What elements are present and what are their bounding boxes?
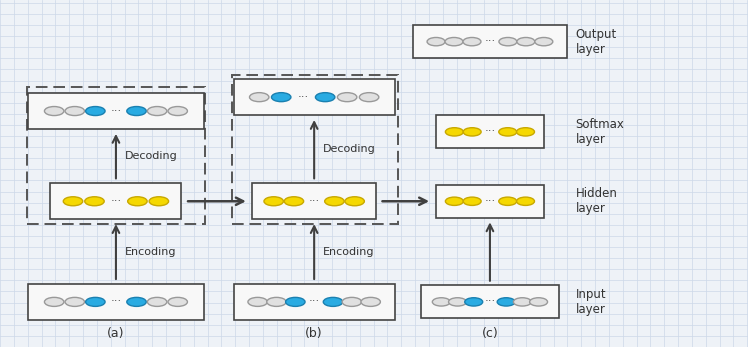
- Circle shape: [513, 298, 531, 306]
- Text: (a): (a): [107, 327, 125, 340]
- Bar: [435, 115, 545, 149]
- Circle shape: [517, 128, 535, 136]
- Circle shape: [499, 37, 517, 46]
- Text: Hidden
layer: Hidden layer: [576, 187, 617, 215]
- Circle shape: [445, 197, 463, 205]
- Circle shape: [168, 107, 188, 116]
- Circle shape: [337, 93, 357, 102]
- Circle shape: [127, 297, 147, 306]
- Text: ···: ···: [308, 295, 320, 308]
- Circle shape: [284, 197, 304, 206]
- Text: (b): (b): [305, 327, 323, 340]
- Circle shape: [44, 297, 64, 306]
- Circle shape: [499, 128, 517, 136]
- Bar: [233, 79, 394, 115]
- Circle shape: [267, 297, 286, 306]
- Text: ···: ···: [484, 295, 496, 308]
- Circle shape: [286, 297, 305, 306]
- Circle shape: [168, 297, 188, 306]
- Circle shape: [517, 37, 535, 46]
- Bar: [252, 183, 375, 220]
- Text: ···: ···: [484, 35, 496, 48]
- Circle shape: [530, 298, 548, 306]
- Text: ···: ···: [484, 195, 496, 208]
- Circle shape: [264, 197, 283, 206]
- Circle shape: [85, 197, 104, 206]
- Text: Encoding: Encoding: [323, 247, 375, 256]
- Text: ···: ···: [110, 295, 122, 308]
- Text: ···: ···: [484, 125, 496, 138]
- Circle shape: [445, 128, 463, 136]
- Circle shape: [316, 93, 335, 102]
- Circle shape: [342, 297, 361, 306]
- Circle shape: [85, 297, 105, 306]
- Circle shape: [361, 297, 381, 306]
- Text: (c): (c): [482, 327, 498, 340]
- Circle shape: [497, 298, 515, 306]
- Circle shape: [65, 297, 85, 306]
- Circle shape: [465, 298, 482, 306]
- Text: ···: ···: [298, 91, 309, 104]
- Bar: [233, 284, 394, 320]
- Circle shape: [44, 107, 64, 116]
- Circle shape: [272, 93, 291, 102]
- Circle shape: [463, 197, 481, 205]
- Circle shape: [449, 298, 467, 306]
- Bar: [413, 25, 566, 58]
- Circle shape: [325, 197, 344, 206]
- Circle shape: [64, 197, 83, 206]
- Text: Input
layer: Input layer: [576, 288, 606, 316]
- Bar: [232, 75, 398, 224]
- Bar: [27, 87, 205, 224]
- Text: ···: ···: [110, 195, 122, 208]
- Circle shape: [65, 107, 85, 116]
- Text: ···: ···: [308, 195, 320, 208]
- Bar: [28, 93, 203, 129]
- Text: Decoding: Decoding: [323, 144, 376, 154]
- Text: Decoding: Decoding: [125, 151, 178, 161]
- Circle shape: [127, 107, 147, 116]
- Circle shape: [128, 197, 147, 206]
- Text: ···: ···: [110, 104, 122, 118]
- Circle shape: [463, 128, 481, 136]
- Circle shape: [149, 197, 168, 206]
- Circle shape: [85, 107, 105, 116]
- Bar: [28, 284, 203, 320]
- Circle shape: [427, 37, 445, 46]
- Circle shape: [499, 197, 517, 205]
- Circle shape: [432, 298, 450, 306]
- Circle shape: [345, 197, 364, 206]
- Circle shape: [517, 197, 535, 205]
- Bar: [51, 183, 181, 220]
- Circle shape: [445, 37, 463, 46]
- Text: Softmax
layer: Softmax layer: [576, 118, 625, 146]
- Circle shape: [248, 297, 267, 306]
- Circle shape: [359, 93, 378, 102]
- Text: Encoding: Encoding: [125, 247, 177, 256]
- Bar: [435, 185, 545, 218]
- Text: Output
layer: Output layer: [576, 28, 617, 56]
- Circle shape: [535, 37, 553, 46]
- Circle shape: [147, 107, 167, 116]
- Bar: [420, 285, 560, 319]
- Circle shape: [250, 93, 269, 102]
- Circle shape: [463, 37, 481, 46]
- Circle shape: [147, 297, 167, 306]
- Circle shape: [323, 297, 343, 306]
